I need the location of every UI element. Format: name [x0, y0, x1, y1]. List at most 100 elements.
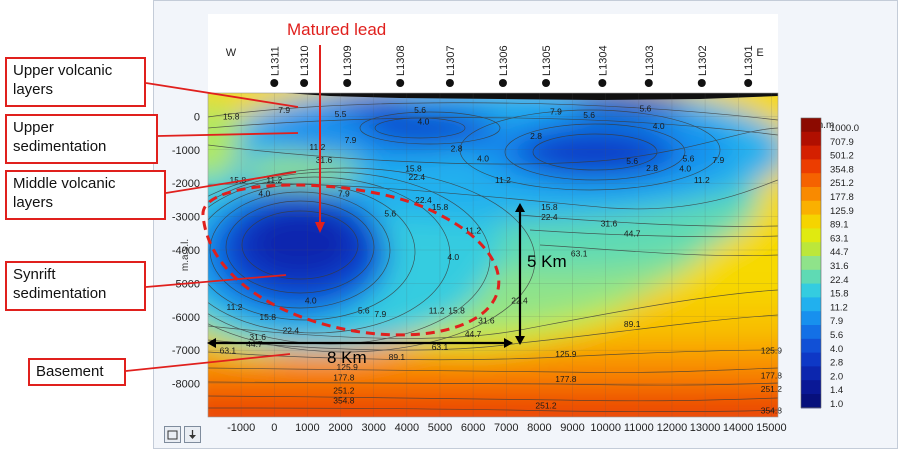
- contour-value-label: 44.7: [624, 229, 641, 239]
- contour-value-label: 7.9: [374, 309, 386, 319]
- station-markers: L1311 L1310 L1309 L1308 L1307 L1306 L1305 L1304…: [269, 45, 755, 87]
- direction-east-label: E: [756, 47, 763, 59]
- legend-swatch: [801, 200, 821, 216]
- y-tick-label: 0: [194, 111, 200, 123]
- legend-level-label: 1.0: [830, 399, 843, 410]
- legend-swatch: [801, 297, 821, 312]
- station-label: L1304: [597, 45, 609, 76]
- legend-swatch: [801, 338, 821, 354]
- contour-value-label: 125.9: [337, 362, 359, 372]
- station-label: L1301: [743, 45, 755, 76]
- station-marker: [644, 79, 653, 87]
- contour-value-label: 63.1: [571, 249, 588, 259]
- contour-value-label: 5.6: [683, 153, 695, 163]
- contour-value-label: 5.6: [626, 156, 638, 166]
- contour-value-label: 22.4: [541, 212, 558, 222]
- contour-value-label: 11.2: [465, 225, 481, 235]
- contour-value-label: 4.0: [447, 252, 459, 262]
- legend-swatch: [801, 283, 821, 298]
- station-label: L1309: [342, 45, 354, 76]
- y-tick-label: -2000: [172, 178, 200, 190]
- height-arrowhead-top: [515, 203, 525, 212]
- y-tick-label: -7000: [172, 345, 200, 357]
- topography-line: [208, 93, 778, 100]
- legend-level-label: 707.9: [830, 137, 854, 148]
- contour-value-label: 7.9: [345, 135, 357, 145]
- legend-swatch: [801, 242, 821, 257]
- contour-value-label: 4.0: [679, 163, 691, 173]
- legend-swatch: [801, 269, 821, 285]
- color-legend: 1000.0 707.9 501.2 354.8 251.2 177.8 125.9 89.1…: [800, 117, 859, 410]
- contour-value-label: 2.8: [451, 143, 463, 153]
- plot-border: [207, 92, 779, 418]
- matured-lead-arrowhead: [315, 222, 325, 233]
- y-tick-label: -6000: [172, 312, 200, 324]
- contour-value-label: 4.0: [305, 295, 317, 305]
- legend-level-label: 15.8: [830, 289, 849, 300]
- contour-value-label: 31.6: [316, 155, 333, 165]
- export-image-button[interactable]: [164, 426, 181, 443]
- contour-value-label: 31.6: [478, 315, 495, 325]
- legend-swatch: [801, 366, 821, 381]
- contour-value-label: 11.2: [227, 302, 243, 312]
- image-icon: [167, 430, 178, 440]
- legend-level-label: 2.0: [830, 371, 843, 382]
- contour-value-label: 177.8: [333, 372, 355, 382]
- station-label: L1302: [697, 45, 709, 76]
- legend-level-label: 4.0: [830, 344, 843, 355]
- legend-swatch: [801, 214, 821, 229]
- legend-swatch: [801, 145, 821, 160]
- download-button[interactable]: [184, 426, 201, 443]
- legend-swatch: [801, 173, 821, 188]
- contour-value-label: 15.8: [448, 305, 465, 315]
- x-tick-label: 11000: [624, 422, 654, 434]
- contour-value-label: 7.9: [338, 189, 350, 199]
- station-marker: [300, 79, 309, 87]
- x-tick-label: 6000: [461, 422, 485, 434]
- contour-value-label: 7.9: [550, 106, 562, 116]
- station-label: L1308: [395, 45, 407, 76]
- contour-value-label: 15.8: [230, 175, 247, 185]
- legend-swatch: [801, 256, 821, 271]
- synrift-dashed-ellipse: [201, 183, 501, 337]
- legend-swatch: [801, 352, 821, 367]
- legend-swatch: [801, 311, 821, 326]
- contour-value-label: 31.6: [249, 332, 266, 342]
- contour-value-label: 15.8: [541, 202, 558, 212]
- legend-swatch: [801, 380, 821, 395]
- contour-value-label: 63.1: [432, 342, 449, 352]
- contour-value-label: 11.2: [694, 175, 710, 185]
- x-tick-label: 4000: [395, 422, 419, 434]
- contour-value-label: 177.8: [555, 374, 577, 384]
- contour-value-label: 125.9: [761, 346, 783, 356]
- annotation-middle-volcanic: Middle volcanic layers: [5, 170, 166, 220]
- station-label: L1307: [445, 45, 457, 76]
- station-marker: [498, 79, 507, 87]
- contour-value-label: 15.8: [405, 163, 422, 173]
- x-tick-label: 15000: [756, 422, 787, 434]
- legend-level-label: 89.1: [830, 220, 849, 231]
- legend-level-label: 354.8: [830, 164, 854, 175]
- legend-level-label: 501.2: [830, 151, 854, 162]
- legend-level-label: 44.7: [830, 247, 849, 258]
- legend-level-label: 11.2: [830, 302, 848, 313]
- contour-value-label: 15.8: [259, 312, 276, 322]
- y-tick-label: -3000: [172, 212, 200, 224]
- contour-value-label: 125.9: [555, 349, 577, 359]
- legend-swatch: [801, 187, 821, 202]
- legend-swatch: [801, 325, 821, 340]
- x-axis-ticks: -1000 0 1000 2000 3000 4000 5000 6000 7000 8000 90…: [227, 422, 787, 434]
- station-label: L1305: [541, 45, 553, 76]
- contour-value-label: 5.6: [414, 105, 426, 115]
- legend-level-label: 2.8: [830, 358, 843, 369]
- annotation-synrift: Synrift sedimentation: [5, 261, 146, 311]
- contour-value-label: 15.8: [432, 202, 449, 212]
- contour-value-label: 5.6: [384, 209, 396, 219]
- contour-value-label: 22.4: [415, 195, 432, 205]
- legend-level-label: 31.6: [830, 261, 849, 272]
- contour-value-label: 4.0: [477, 153, 489, 163]
- station-marker: [396, 79, 405, 87]
- contour-value-label: 11.2: [495, 175, 511, 185]
- x-tick-label: 13000: [690, 422, 721, 434]
- x-tick-label: 8000: [527, 422, 551, 434]
